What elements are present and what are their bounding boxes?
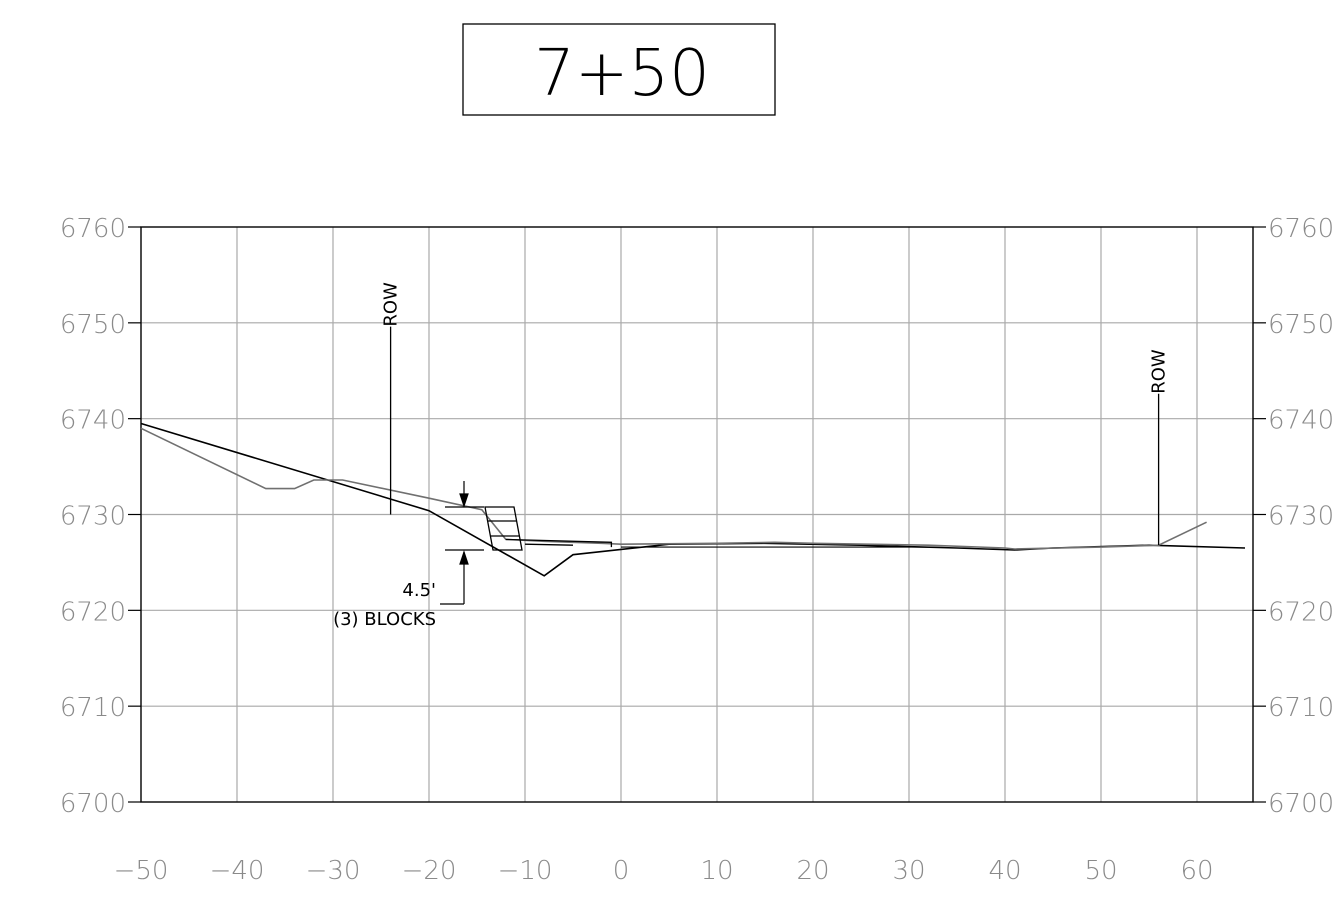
gutter-line	[524, 543, 574, 546]
y-tick-label-left: 6730	[60, 502, 126, 532]
y-tick-label-left: 6760	[60, 214, 126, 244]
y-axis-labels-right: 6760 6750 6740 6730 6720 6710 6700	[1268, 214, 1334, 819]
existing-ground-line	[140, 422, 1246, 577]
y-tick-label-left: 6740	[60, 406, 126, 436]
block-stack	[484, 506, 523, 551]
x-tick-label: 50	[1084, 856, 1117, 886]
y-tick-label-left: 6700	[60, 789, 126, 819]
y-tick-label-right: 6740	[1268, 406, 1334, 436]
curb-line	[505, 538, 613, 548]
y-tick-label-right: 6730	[1268, 502, 1334, 532]
y-axis-labels-left: 6760 6750 6740 6730 6720 6710 6700	[60, 214, 126, 819]
dimension-label: 4.5'	[402, 580, 436, 601]
grid	[141, 227, 1253, 802]
row-label: ROW	[381, 282, 402, 327]
height-dimension	[440, 481, 484, 605]
y-tick-label-left: 6720	[60, 597, 126, 627]
station-label: 7+50	[534, 37, 710, 111]
x-tick-label: −50	[114, 856, 169, 886]
y-tick-label-right: 6720	[1268, 597, 1334, 627]
x-tick-label: 40	[988, 856, 1021, 886]
y-tick-label-left: 6710	[60, 693, 126, 723]
y-tick-label-right: 6760	[1268, 214, 1334, 244]
x-tick-label: −30	[306, 856, 361, 886]
blocks-label: (3) BLOCKS	[333, 609, 436, 630]
row-label: ROW	[1149, 349, 1170, 394]
x-tick-label: 20	[796, 856, 829, 886]
x-tick-label: −20	[402, 856, 457, 886]
proposed-grade-line	[140, 427, 1207, 550]
y-tick-label-left: 6750	[60, 310, 126, 340]
profiles	[140, 422, 1246, 577]
retaining-wall-blocks	[484, 506, 523, 551]
station-frame	[462, 23, 776, 116]
x-tick-label: 10	[700, 856, 733, 886]
x-tick-label: 0	[613, 856, 630, 886]
y-tick-label-right: 6700	[1268, 789, 1334, 819]
station-title-box: 7+50	[462, 23, 776, 116]
x-tick-label: −10	[498, 856, 553, 886]
x-tick-label: 60	[1180, 856, 1213, 886]
y-tick-label-right: 6710	[1268, 693, 1334, 723]
dim-arrow-down	[459, 493, 469, 508]
dim-arrow-up	[459, 550, 469, 565]
x-axis-labels: −50 −40 −30 −20 −10 0 10 20 30 40 50 60	[114, 856, 1214, 886]
y-tick-label-right: 6750	[1268, 310, 1334, 340]
x-tick-label: 30	[892, 856, 925, 886]
plot-frame	[128, 226, 1266, 803]
x-tick-label: −40	[210, 856, 265, 886]
row-markers: ROW ROW	[381, 282, 1170, 546]
